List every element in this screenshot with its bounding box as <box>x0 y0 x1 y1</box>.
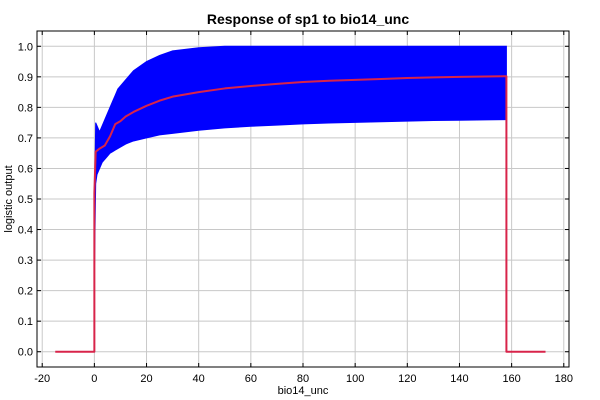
x-tick-label: 80 <box>297 373 309 385</box>
y-tick-label: 0.6 <box>18 163 33 175</box>
mean-response <box>55 75 546 353</box>
y-tick-label: 0.9 <box>18 72 33 84</box>
y-axis-label: logistic output <box>3 165 15 232</box>
x-tick-label: 120 <box>398 373 416 385</box>
y-tick-label: 0.7 <box>18 133 33 145</box>
uncertainty-band <box>93 45 507 276</box>
x-tick-label: 60 <box>245 373 257 385</box>
y-tick-label: 0.3 <box>18 255 33 267</box>
y-tick-label: 0.0 <box>18 347 33 359</box>
y-tick-label: 0.2 <box>18 286 33 298</box>
mean-line <box>55 75 546 353</box>
x-tick-label: 40 <box>193 373 205 385</box>
y-tick-label: 0.1 <box>18 316 33 328</box>
y-tick-label: 0.4 <box>18 225 33 237</box>
x-tick-label: 100 <box>346 373 364 385</box>
y-tick-label: 0.8 <box>18 102 33 114</box>
chart-title: Response of sp1 to bio14_unc <box>207 11 409 27</box>
x-tick-label: 0 <box>91 373 97 385</box>
y-tick-label: 1.0 <box>18 41 33 53</box>
x-tick-label: -20 <box>34 373 50 385</box>
x-tick-label: 20 <box>140 373 152 385</box>
band-area <box>93 45 507 276</box>
x-tick-label: 180 <box>555 373 573 385</box>
x-axis-ticks: -20 0 20 40 60 80 100 120 140 160 180 <box>34 31 573 385</box>
y-axis-ticks: 0.0 0.1 0.2 0.3 0.4 0.5 0.6 0.7 0.8 0.9 1.0 <box>18 41 569 359</box>
x-tick-label: 160 <box>502 373 520 385</box>
x-tick-label: 140 <box>450 373 468 385</box>
y-tick-label: 0.5 <box>18 194 33 206</box>
x-axis-label: bio14_unc <box>278 385 329 397</box>
